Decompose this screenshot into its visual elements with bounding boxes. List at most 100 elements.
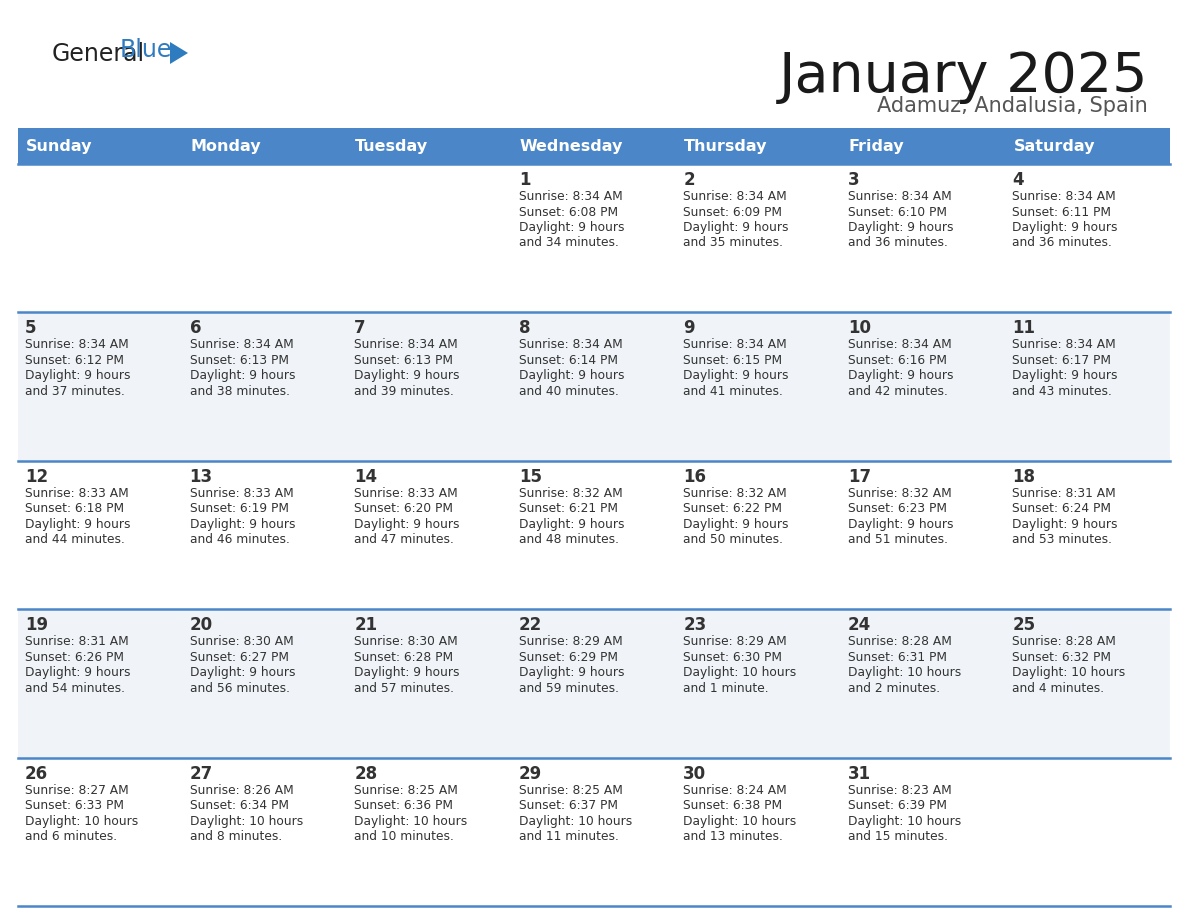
- Text: Sunday: Sunday: [26, 139, 93, 153]
- Text: Sunrise: 8:32 AM: Sunrise: 8:32 AM: [848, 487, 952, 499]
- Text: and 53 minutes.: and 53 minutes.: [1012, 533, 1112, 546]
- Text: Daylight: 10 hours: Daylight: 10 hours: [848, 666, 961, 679]
- Text: January 2025: January 2025: [778, 50, 1148, 104]
- Text: and 36 minutes.: and 36 minutes.: [1012, 237, 1112, 250]
- Bar: [18, 461, 1170, 610]
- Text: 5: 5: [25, 319, 37, 338]
- Text: Daylight: 9 hours: Daylight: 9 hours: [25, 518, 131, 531]
- Text: 30: 30: [683, 765, 707, 783]
- Text: 7: 7: [354, 319, 366, 338]
- Text: 18: 18: [1012, 468, 1036, 486]
- Text: and 15 minutes.: and 15 minutes.: [848, 830, 948, 843]
- Text: Sunrise: 8:32 AM: Sunrise: 8:32 AM: [519, 487, 623, 499]
- Text: 12: 12: [25, 468, 49, 486]
- Text: and 46 minutes.: and 46 minutes.: [190, 533, 290, 546]
- Text: 16: 16: [683, 468, 707, 486]
- Polygon shape: [170, 42, 188, 64]
- Text: Sunrise: 8:34 AM: Sunrise: 8:34 AM: [848, 190, 952, 203]
- Text: Sunrise: 8:34 AM: Sunrise: 8:34 AM: [848, 339, 952, 352]
- Text: Sunrise: 8:34 AM: Sunrise: 8:34 AM: [1012, 339, 1117, 352]
- Text: Sunrise: 8:34 AM: Sunrise: 8:34 AM: [354, 339, 457, 352]
- Text: Sunset: 6:24 PM: Sunset: 6:24 PM: [1012, 502, 1112, 515]
- Text: Sunset: 6:31 PM: Sunset: 6:31 PM: [848, 651, 947, 664]
- Text: 13: 13: [190, 468, 213, 486]
- Text: and 1 minute.: and 1 minute.: [683, 682, 769, 695]
- Text: 25: 25: [1012, 616, 1036, 634]
- Text: Daylight: 9 hours: Daylight: 9 hours: [25, 369, 131, 383]
- Text: and 57 minutes.: and 57 minutes.: [354, 682, 454, 695]
- Text: and 47 minutes.: and 47 minutes.: [354, 533, 454, 546]
- Text: Daylight: 9 hours: Daylight: 9 hours: [1012, 369, 1118, 383]
- Text: Sunset: 6:34 PM: Sunset: 6:34 PM: [190, 799, 289, 812]
- Text: 3: 3: [848, 171, 859, 189]
- Text: Daylight: 9 hours: Daylight: 9 hours: [848, 369, 953, 383]
- Text: Saturday: Saturday: [1013, 139, 1095, 153]
- Text: Sunset: 6:09 PM: Sunset: 6:09 PM: [683, 206, 782, 218]
- Text: Sunset: 6:21 PM: Sunset: 6:21 PM: [519, 502, 618, 515]
- Text: Sunset: 6:38 PM: Sunset: 6:38 PM: [683, 799, 783, 812]
- Text: Sunrise: 8:25 AM: Sunrise: 8:25 AM: [519, 784, 623, 797]
- Text: 14: 14: [354, 468, 378, 486]
- Text: Sunrise: 8:34 AM: Sunrise: 8:34 AM: [1012, 190, 1117, 203]
- Text: 2: 2: [683, 171, 695, 189]
- Text: Daylight: 9 hours: Daylight: 9 hours: [354, 518, 460, 531]
- Text: Daylight: 10 hours: Daylight: 10 hours: [1012, 666, 1126, 679]
- Text: Daylight: 9 hours: Daylight: 9 hours: [683, 518, 789, 531]
- Bar: [18, 164, 1170, 312]
- Text: Daylight: 9 hours: Daylight: 9 hours: [190, 369, 295, 383]
- Text: Daylight: 10 hours: Daylight: 10 hours: [683, 814, 796, 828]
- Text: 24: 24: [848, 616, 871, 634]
- Text: Sunset: 6:30 PM: Sunset: 6:30 PM: [683, 651, 782, 664]
- Bar: [18, 128, 1170, 164]
- Bar: [18, 757, 1170, 906]
- Text: Daylight: 9 hours: Daylight: 9 hours: [848, 221, 953, 234]
- Text: and 50 minutes.: and 50 minutes.: [683, 533, 783, 546]
- Text: Sunrise: 8:34 AM: Sunrise: 8:34 AM: [25, 339, 128, 352]
- Text: 21: 21: [354, 616, 378, 634]
- Text: 20: 20: [190, 616, 213, 634]
- Text: Sunrise: 8:33 AM: Sunrise: 8:33 AM: [354, 487, 457, 499]
- Text: and 39 minutes.: and 39 minutes.: [354, 385, 454, 397]
- Text: Sunset: 6:13 PM: Sunset: 6:13 PM: [190, 354, 289, 367]
- Text: Sunrise: 8:30 AM: Sunrise: 8:30 AM: [354, 635, 457, 648]
- Text: Daylight: 9 hours: Daylight: 9 hours: [519, 666, 624, 679]
- Text: Daylight: 10 hours: Daylight: 10 hours: [519, 814, 632, 828]
- Text: Sunset: 6:10 PM: Sunset: 6:10 PM: [848, 206, 947, 218]
- Text: Daylight: 9 hours: Daylight: 9 hours: [1012, 518, 1118, 531]
- Text: Sunset: 6:39 PM: Sunset: 6:39 PM: [848, 799, 947, 812]
- Text: Sunset: 6:20 PM: Sunset: 6:20 PM: [354, 502, 453, 515]
- Text: Daylight: 9 hours: Daylight: 9 hours: [354, 666, 460, 679]
- Text: Sunrise: 8:27 AM: Sunrise: 8:27 AM: [25, 784, 128, 797]
- Text: Sunset: 6:23 PM: Sunset: 6:23 PM: [848, 502, 947, 515]
- Text: Sunset: 6:32 PM: Sunset: 6:32 PM: [1012, 651, 1112, 664]
- Text: Sunrise: 8:32 AM: Sunrise: 8:32 AM: [683, 487, 786, 499]
- Text: 8: 8: [519, 319, 530, 338]
- Text: Sunset: 6:15 PM: Sunset: 6:15 PM: [683, 354, 783, 367]
- Text: and 4 minutes.: and 4 minutes.: [1012, 682, 1105, 695]
- Text: and 40 minutes.: and 40 minutes.: [519, 385, 619, 397]
- Text: 23: 23: [683, 616, 707, 634]
- Text: Sunrise: 8:25 AM: Sunrise: 8:25 AM: [354, 784, 459, 797]
- Text: Sunrise: 8:34 AM: Sunrise: 8:34 AM: [683, 339, 786, 352]
- Text: 6: 6: [190, 319, 201, 338]
- Text: Daylight: 9 hours: Daylight: 9 hours: [683, 221, 789, 234]
- Text: Sunrise: 8:34 AM: Sunrise: 8:34 AM: [519, 190, 623, 203]
- Text: Daylight: 9 hours: Daylight: 9 hours: [190, 518, 295, 531]
- Text: Sunset: 6:33 PM: Sunset: 6:33 PM: [25, 799, 124, 812]
- Text: and 11 minutes.: and 11 minutes.: [519, 830, 619, 843]
- Text: and 42 minutes.: and 42 minutes.: [848, 385, 948, 397]
- Text: Daylight: 9 hours: Daylight: 9 hours: [354, 369, 460, 383]
- Text: Tuesday: Tuesday: [355, 139, 428, 153]
- Text: and 35 minutes.: and 35 minutes.: [683, 237, 783, 250]
- Text: Sunset: 6:13 PM: Sunset: 6:13 PM: [354, 354, 453, 367]
- Text: Monday: Monday: [190, 139, 261, 153]
- Text: 19: 19: [25, 616, 49, 634]
- Text: and 51 minutes.: and 51 minutes.: [848, 533, 948, 546]
- Text: Daylight: 10 hours: Daylight: 10 hours: [190, 814, 303, 828]
- Text: Sunset: 6:37 PM: Sunset: 6:37 PM: [519, 799, 618, 812]
- Text: Sunset: 6:11 PM: Sunset: 6:11 PM: [1012, 206, 1112, 218]
- Text: 10: 10: [848, 319, 871, 338]
- Text: Daylight: 9 hours: Daylight: 9 hours: [848, 518, 953, 531]
- Text: Sunset: 6:36 PM: Sunset: 6:36 PM: [354, 799, 453, 812]
- Text: Daylight: 10 hours: Daylight: 10 hours: [848, 814, 961, 828]
